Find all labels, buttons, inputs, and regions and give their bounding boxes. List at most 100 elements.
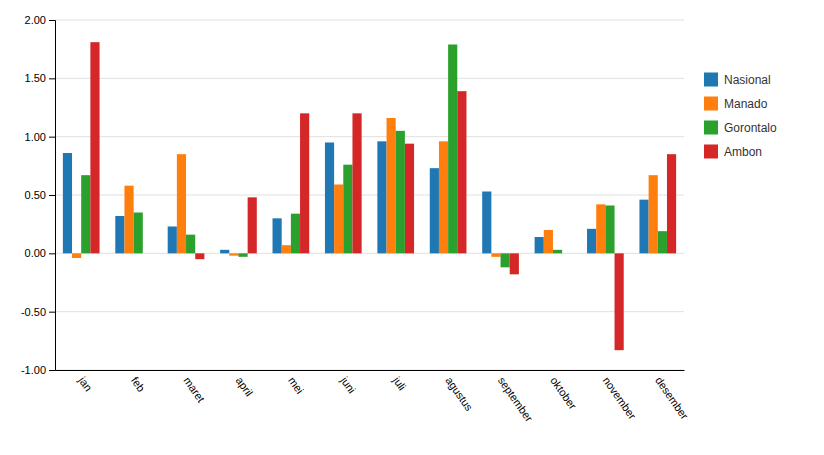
tick-label: april [234,374,256,398]
bar [482,192,491,254]
bar [334,185,343,254]
legend: Nasional Manado Gorontalo Ambon [704,73,777,159]
series [81,45,667,268]
grid-line [55,20,684,21]
bar [90,42,99,253]
tick-mark [49,137,55,138]
tick: april [234,370,256,398]
bar [457,91,466,253]
grid-line [55,136,684,137]
tick-label: 2.00 [25,14,46,26]
bar [273,218,282,253]
tick-label: 1.00 [25,131,46,143]
bar [186,235,195,254]
legend-swatch [704,121,718,135]
series [72,118,658,258]
bar [667,154,676,253]
bar [343,165,352,254]
bar [430,168,439,253]
bar [448,45,457,254]
bar [72,253,81,258]
grid-line [55,195,684,196]
bar [124,186,133,254]
bar [596,204,605,253]
bar [491,253,500,256]
bar [248,197,257,253]
bar [63,153,72,253]
y-axis: -1.00 -0.50 0.00 0.50 1.00 1.50 2.00 [21,14,56,376]
grid-line [55,370,684,371]
bar [291,214,300,254]
legend-swatch [704,73,718,87]
tick: oktober [548,370,579,412]
bar [396,131,405,254]
grid [55,20,684,370]
tick-label: feb [129,374,148,393]
legend-swatch [704,97,718,111]
bar [510,253,519,274]
legend-label: Ambon [724,145,762,159]
grid-line [55,78,684,79]
tick-label: 0.50 [25,189,46,201]
bar [553,250,562,254]
tick: mei [286,370,306,396]
tick: feb [129,370,148,394]
axis-line [56,370,685,371]
bar [229,253,238,255]
bar [220,250,229,254]
legend-item: Gorontalo [704,121,777,135]
tick-label: september [496,374,536,424]
tick: 0.00 [25,247,55,259]
tick: jan [76,370,95,393]
tick: juli [390,370,408,392]
bar [535,237,544,253]
tick-label: agustus [443,374,475,413]
bar [639,200,648,254]
legend-label: Nasional [724,73,771,87]
tick-label: jan [76,374,95,394]
tick-mark [49,20,55,21]
tick-label: maret [181,374,207,404]
tick-mark [49,370,55,371]
tick-label: -1.00 [21,364,46,376]
tick: september [496,370,536,424]
legend-label: Gorontalo [724,121,777,135]
bar [658,231,667,253]
bar [300,113,309,253]
tick-label: 0.00 [25,247,46,259]
bar [377,141,386,253]
tick: 2.00 [25,14,55,26]
tick-label: juni [338,374,358,396]
bar [168,227,177,254]
bar [562,253,571,254]
axis-line [49,21,56,371]
bar [405,144,414,254]
legend-swatch [704,145,718,159]
bar [649,175,658,253]
bar [325,143,334,254]
legend-item: Ambon [704,145,762,159]
tick-label: 1.50 [25,72,46,84]
tick: desember [653,370,691,422]
bar [605,206,614,254]
tick: 1.50 [25,72,55,84]
bar [387,118,396,253]
tick: agustus [443,370,475,413]
tick: juni [338,370,358,395]
x-axis: jan feb maret april mei juni juli agustus septem… [56,370,692,424]
bar [544,230,553,253]
bar [501,253,510,267]
tick-mark [49,195,55,196]
tick: -0.50 [21,306,55,318]
chart: -1.00 -0.50 0.00 0.50 1.00 1.50 2.00 jan feb mare… [0,0,824,455]
legend-label: Manado [724,97,768,111]
bar [134,213,143,254]
bars [63,42,676,350]
tick-mark [49,312,55,313]
series [90,42,676,350]
tick: maret [181,370,207,404]
tick-label: juli [390,374,408,393]
tick-label: -0.50 [21,306,46,318]
tick-label: oktober [548,374,579,411]
bar [195,253,204,259]
